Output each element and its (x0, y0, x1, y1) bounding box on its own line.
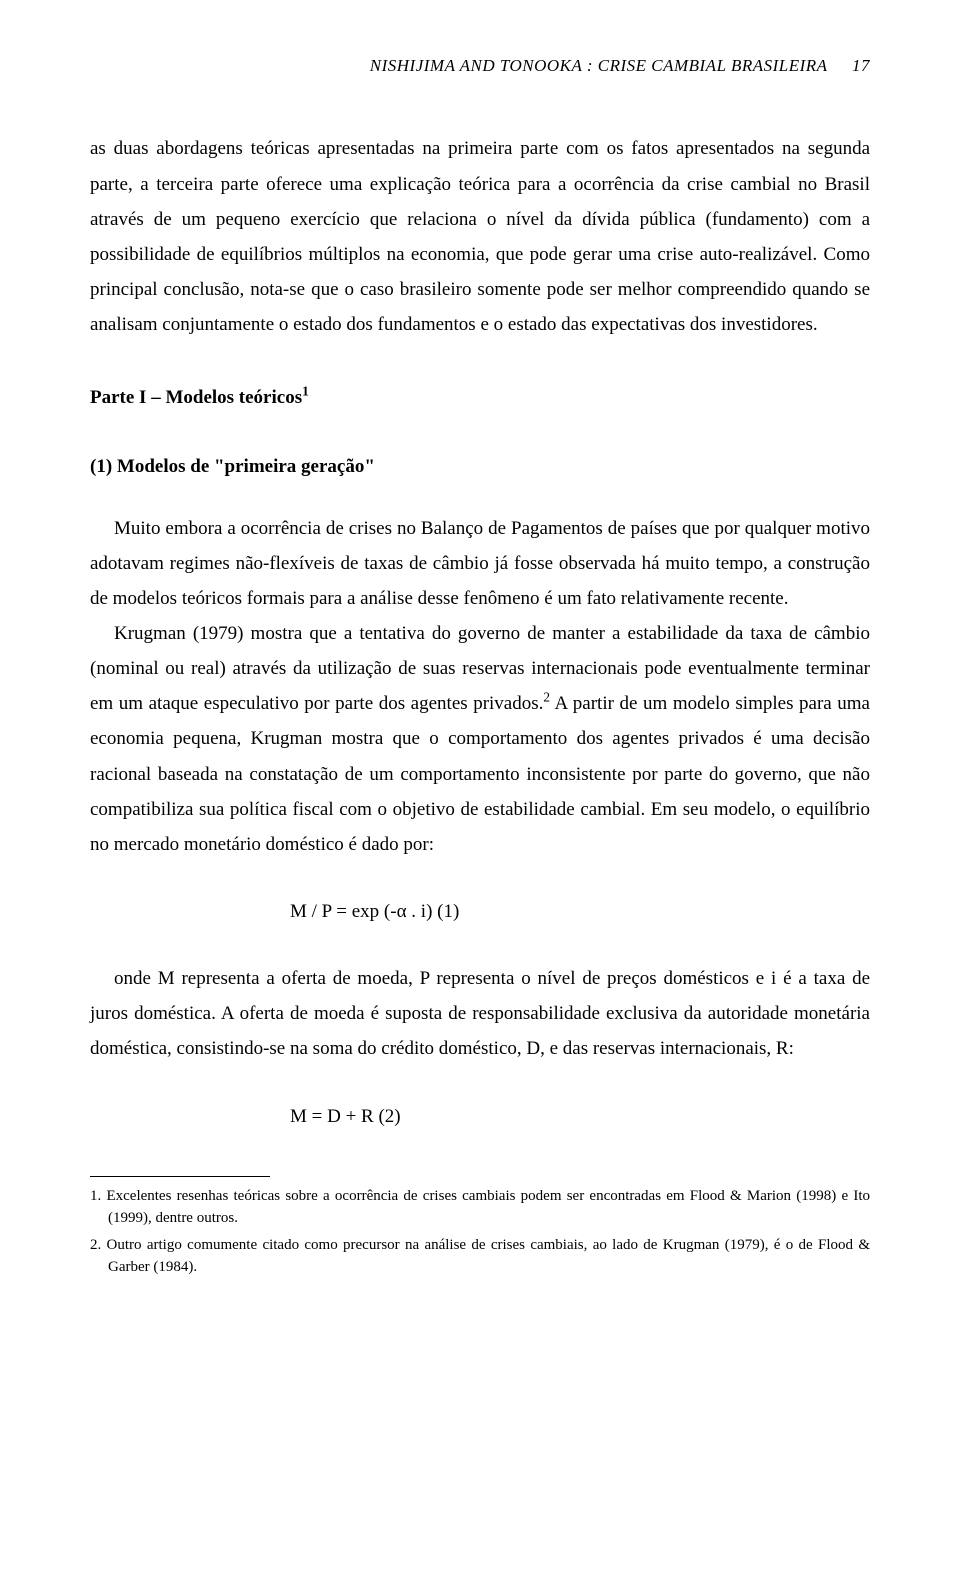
equation-1: M / P = exp (-α . i) (1) (290, 894, 870, 929)
section-heading-parte-i: Parte I – Modelos teóricos1 (90, 380, 870, 415)
running-header: NISHIJIMA AND TONOOKA : CRISE CAMBIAL BR… (90, 50, 870, 81)
section-heading-footnote-ref: 1 (302, 384, 309, 399)
page-number: 17 (852, 56, 870, 75)
paragraph-3: Krugman (1979) mostra que a tentativa do… (90, 616, 870, 862)
paragraph-3-post: A partir de um modelo simples para uma e… (90, 693, 870, 855)
subsection-heading: (1) Modelos de "primeira geração" (90, 449, 870, 484)
footnote-2: 2. Outro artigo comumente citado como pr… (90, 1234, 870, 1279)
footnote-divider (90, 1176, 270, 1177)
footnote-1: 1. Excelentes resenhas teóricas sobre a … (90, 1185, 870, 1230)
paragraph-2: Muito embora a ocorrência de crises no B… (90, 511, 870, 616)
running-title: NISHIJIMA AND TONOOKA : CRISE CAMBIAL BR… (370, 56, 827, 75)
section-heading-text: Parte I – Modelos teóricos (90, 387, 302, 408)
paragraph-continuation: as duas abordagens teóricas apresentadas… (90, 131, 870, 342)
paragraph-4: onde M representa a oferta de moeda, P r… (90, 961, 870, 1066)
equation-2: M = D + R (2) (290, 1099, 870, 1134)
